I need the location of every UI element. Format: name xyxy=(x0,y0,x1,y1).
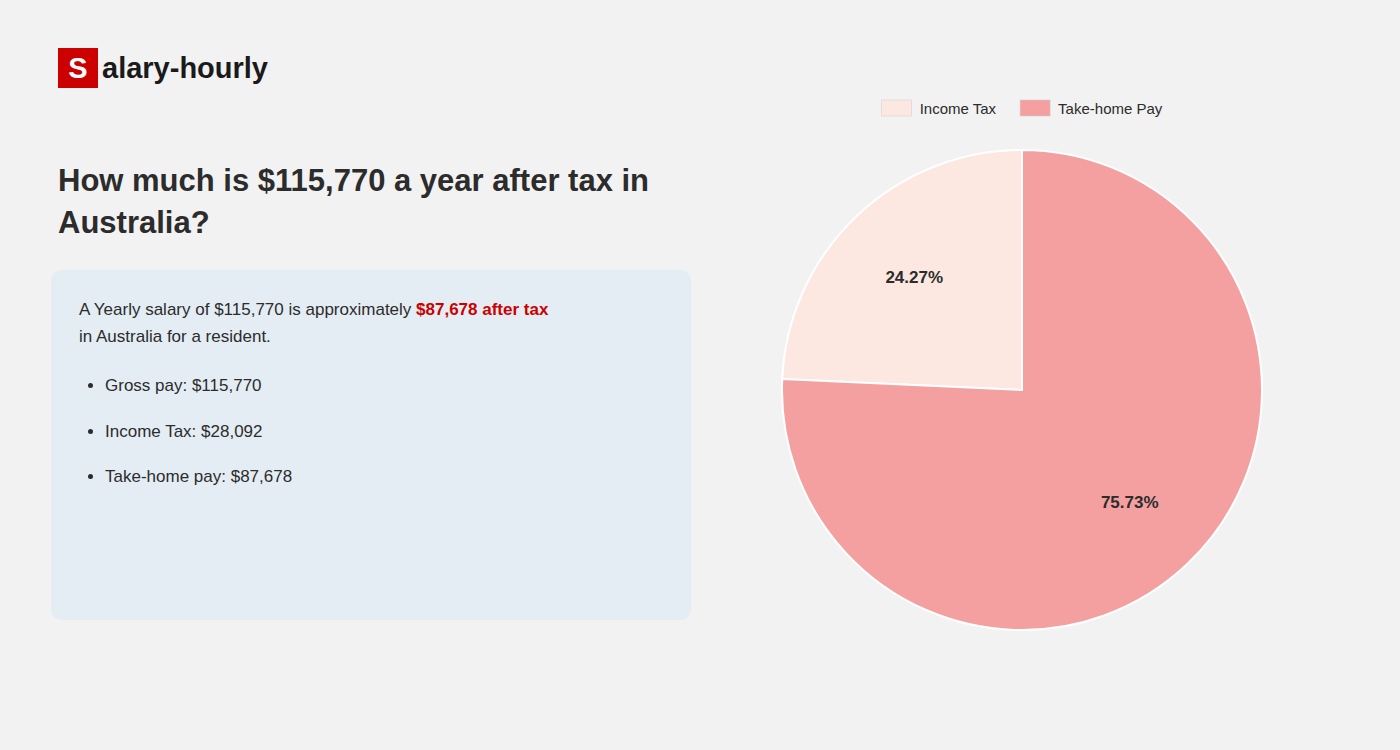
legend-label: Income Tax xyxy=(920,100,997,117)
slices xyxy=(782,150,1262,630)
legend: Income Tax Take-home Pay xyxy=(882,100,1163,117)
info-box: A Yearly salary of $115,770 is approxima… xyxy=(51,270,691,620)
box-text: A Yearly salary of $115,770 is approxima… xyxy=(79,300,416,319)
legend-swatch xyxy=(1020,100,1050,116)
legend-item: Income Tax xyxy=(882,100,997,117)
box-line: A Yearly salary of $115,770 is approxima… xyxy=(79,296,663,323)
bullet-item: Income Tax: $28,092 xyxy=(105,418,663,445)
title: How much is $115,770 a year after tax in… xyxy=(58,160,698,244)
bullet-item: Take-home pay: $87,678 xyxy=(105,463,663,490)
box-highlight: $87,678 after tax xyxy=(416,300,548,319)
legend-swatch xyxy=(882,100,912,116)
legend-item: Take-home Pay xyxy=(1020,100,1163,117)
data-labels: 24.27% 75.73% xyxy=(885,268,1158,513)
text-panel: Salary-hourly How much is $115,770 a year… xyxy=(0,0,728,750)
box-text: in Australia for a resident. xyxy=(79,327,271,346)
bullet-item: Gross pay: $115,770 xyxy=(105,372,663,399)
logo: Salary-hourly xyxy=(58,48,268,88)
bullet-list: Gross pay: $115,770 Income Tax: $28,092 Ta… xyxy=(79,372,663,490)
logo-s: S xyxy=(58,48,98,88)
pie-slice xyxy=(782,150,1022,390)
data-label: 24.27% xyxy=(885,268,943,287)
pie-slice xyxy=(782,150,1262,630)
legend-label: Take-home Pay xyxy=(1058,100,1163,117)
box-line: in Australia for a resident. xyxy=(79,323,663,350)
data-label: 75.73% xyxy=(1101,493,1159,512)
pie-chart: 24.27% 75.73% Income Tax Take-home Pay xyxy=(672,0,1400,750)
logo-rest: alary-hourly xyxy=(102,52,268,85)
